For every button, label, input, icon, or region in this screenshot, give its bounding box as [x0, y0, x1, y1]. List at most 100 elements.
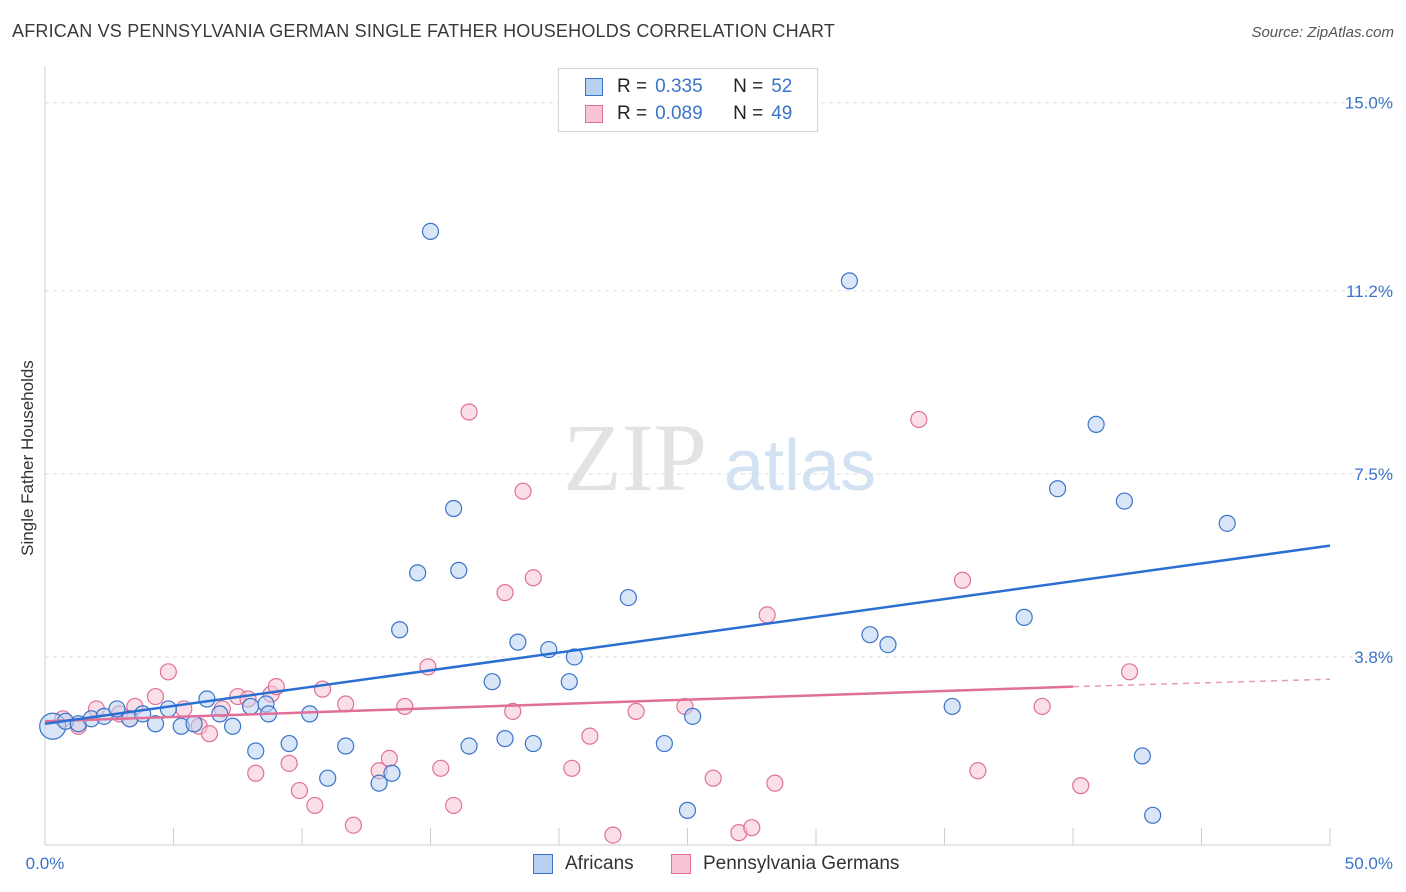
- pagermans-point: [280, 754, 298, 772]
- pagermans-point: [290, 781, 309, 800]
- africans-point: [1048, 480, 1067, 498]
- pagermans-point: [627, 702, 645, 720]
- africans-point: [337, 737, 355, 755]
- africans-point: [1015, 608, 1033, 626]
- pagermans-point: [581, 727, 599, 745]
- legend-swatch-pagermans: [585, 105, 603, 123]
- legend-row-pagermans: R = 0.089 N = 49: [585, 101, 793, 127]
- pagermans-point: [743, 819, 761, 837]
- y-tick-label: 3.8%: [1354, 648, 1393, 667]
- africans-point: [319, 769, 337, 787]
- pagermans-point: [953, 571, 972, 589]
- pagermans-point: [200, 725, 219, 743]
- pagermans-point: [496, 584, 514, 602]
- pagermans-point: [514, 482, 532, 500]
- legend-n-label: N =: [733, 76, 764, 97]
- africans-point: [159, 700, 177, 718]
- africans-point: [421, 222, 440, 240]
- africans-point: [655, 734, 673, 753]
- y-tick-label: 7.5%: [1354, 465, 1393, 484]
- pagermans-point: [910, 410, 928, 429]
- bottom-legend-africans[interactable]: Africans: [533, 851, 634, 877]
- africans-point: [185, 715, 203, 733]
- africans-points: [39, 222, 1236, 824]
- legend-n-label: N =: [733, 103, 764, 124]
- legend-swatch-pagermans: [671, 854, 691, 874]
- africans-point: [524, 734, 542, 753]
- africans-point: [509, 633, 527, 651]
- chart-title: AFRICAN VS PENNSYLVANIA GERMAN SINGLE FA…: [12, 21, 836, 41]
- pagermans-trend-line: [44, 685, 1074, 723]
- africans-point: [146, 715, 165, 733]
- pagermans-point: [1033, 697, 1051, 716]
- africans-point: [483, 673, 501, 691]
- legend-swatch-africans: [585, 78, 603, 96]
- watermark-atlas: atlas: [724, 426, 876, 506]
- africans-point: [565, 648, 584, 666]
- watermark: ZIP atlas: [563, 404, 876, 511]
- africans-point: [1144, 806, 1162, 824]
- africans-point: [943, 697, 961, 716]
- africans-point: [301, 705, 319, 723]
- africans-point: [391, 621, 409, 639]
- pagermans-point: [604, 826, 622, 844]
- pagermans-point: [460, 403, 478, 421]
- africans-point: [840, 272, 859, 290]
- africans-point: [383, 764, 401, 782]
- africans-point: [678, 801, 697, 819]
- x-tick-label: 50.0%: [1345, 854, 1393, 873]
- pagermans-point: [563, 759, 581, 777]
- legend-r-label: R =: [617, 76, 648, 97]
- africans-point: [496, 730, 514, 748]
- pagermans-point: [146, 687, 165, 706]
- pagermans-point: [969, 762, 987, 780]
- pagermans-point: [758, 606, 776, 624]
- africans-point: [409, 564, 427, 582]
- africans-point: [460, 737, 478, 755]
- legend-label-pagermans: Pennsylvania Germans: [703, 853, 900, 874]
- africans-point: [198, 690, 216, 708]
- pagermans-point: [1120, 663, 1139, 681]
- pagermans-point: [504, 702, 522, 720]
- gridlines: [45, 102, 1395, 658]
- tick-labels: 3.8% 7.5% 11.2% 15.0% 0.0% 50.0%: [26, 94, 1393, 873]
- pagermans-point: [445, 796, 463, 815]
- pagermans-point: [344, 816, 362, 834]
- africans-point: [280, 734, 298, 753]
- africans-point: [445, 499, 463, 518]
- y-tick-label: 11.2%: [1346, 282, 1393, 301]
- trend-lines: [44, 544, 1331, 726]
- pagermans-point: [337, 695, 355, 713]
- legend-n-value-pagermans: 49: [771, 103, 793, 124]
- bottom-legend-pagermans[interactable]: Pennsylvania Germans: [671, 851, 899, 877]
- africans-point: [560, 673, 578, 691]
- africans-point: [1087, 415, 1105, 433]
- pagermans-point: [247, 764, 265, 782]
- africans-point: [1133, 747, 1151, 765]
- pagermans-point: [159, 663, 177, 681]
- legend-swatch-africans: [533, 854, 553, 874]
- legend-label-africans: Africans: [565, 853, 634, 874]
- x-tick-label: 0.0%: [26, 854, 65, 873]
- pagermans-point: [766, 774, 784, 792]
- africans-point: [224, 717, 242, 735]
- legend-row-africans: R = 0.335 N = 52: [585, 74, 793, 100]
- y-tick-label: 15.0%: [1345, 94, 1393, 113]
- legend-r-value-pagermans: 0.089: [655, 103, 703, 124]
- africans-point: [242, 697, 260, 716]
- africans-point: [684, 707, 702, 725]
- africans-point: [861, 626, 879, 644]
- pagermans-point: [524, 569, 542, 587]
- pagermans-point: [380, 749, 398, 768]
- africans-point: [619, 588, 637, 607]
- africans-point: [450, 561, 468, 579]
- pagermans-point: [704, 769, 722, 787]
- africans-trend-line: [44, 544, 1331, 726]
- africans-point: [370, 774, 388, 792]
- source-credit: Source: ZipAtlas.com: [1251, 24, 1394, 41]
- legend-n-value-africans: 52: [771, 76, 793, 97]
- legend-r-label: R =: [617, 103, 648, 124]
- africans-point: [1115, 492, 1134, 510]
- watermark-zip: ZIP: [563, 404, 707, 511]
